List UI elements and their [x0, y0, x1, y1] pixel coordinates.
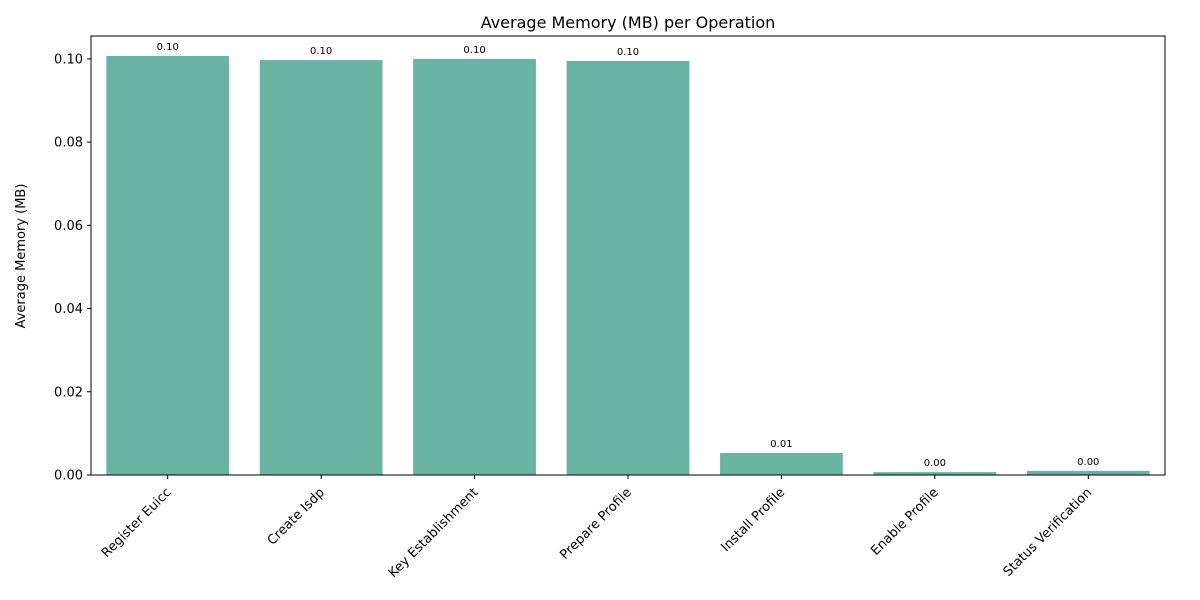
x-tick-label-1: Create Isdp — [265, 485, 328, 548]
x-tick-label-5: Enable Profile — [868, 485, 941, 558]
value-label-3: 0.10 — [617, 47, 639, 58]
x-tick-label-0: Register Euicc — [99, 485, 175, 561]
y-tick-label-0: 0.00 — [54, 469, 83, 484]
y-tick-label-3: 0.06 — [54, 219, 83, 234]
bar-0 — [106, 55, 230, 475]
value-label-1: 0.10 — [310, 46, 332, 57]
x-tick-label-2: Key Establishment — [386, 485, 482, 581]
chart-title: Average Memory (MB) per Operation — [481, 13, 776, 32]
bar-6 — [1026, 470, 1150, 475]
bar-5 — [873, 472, 997, 475]
plot-frame — [90, 35, 1166, 476]
value-label-5: 0.00 — [924, 458, 946, 469]
x-tick-label-6: Status Verification — [1001, 485, 1095, 579]
bar-2 — [413, 58, 536, 475]
value-label-6: 0.00 — [1077, 457, 1099, 468]
y-tick-label-2: 0.04 — [54, 302, 83, 317]
bar-1 — [259, 60, 383, 475]
y-axis-ticks: 0.00 0.02 0.04 0.06 0.08 0.10 — [54, 52, 91, 484]
y-tick-label-1: 0.02 — [54, 385, 83, 400]
bar-3 — [566, 60, 690, 475]
bar-4 — [720, 452, 843, 475]
y-axis-label: Average Memory (MB) — [14, 184, 29, 329]
value-label-2: 0.10 — [463, 45, 485, 56]
x-tick-label-4: Install Profile — [718, 485, 788, 555]
x-tick-label-3: Prepare Profile — [557, 485, 634, 562]
x-axis-ticks: Register Euicc Create Isdp Key Establishme… — [99, 475, 1095, 581]
bars-group — [106, 55, 1150, 475]
y-tick-label-5: 0.10 — [54, 52, 83, 67]
value-label-0: 0.10 — [157, 42, 179, 53]
value-labels-group: 0.10 0.10 0.10 0.10 0.01 0.00 0.00 — [157, 42, 1100, 469]
value-label-4: 0.01 — [770, 439, 792, 450]
y-tick-label-4: 0.08 — [54, 136, 83, 151]
